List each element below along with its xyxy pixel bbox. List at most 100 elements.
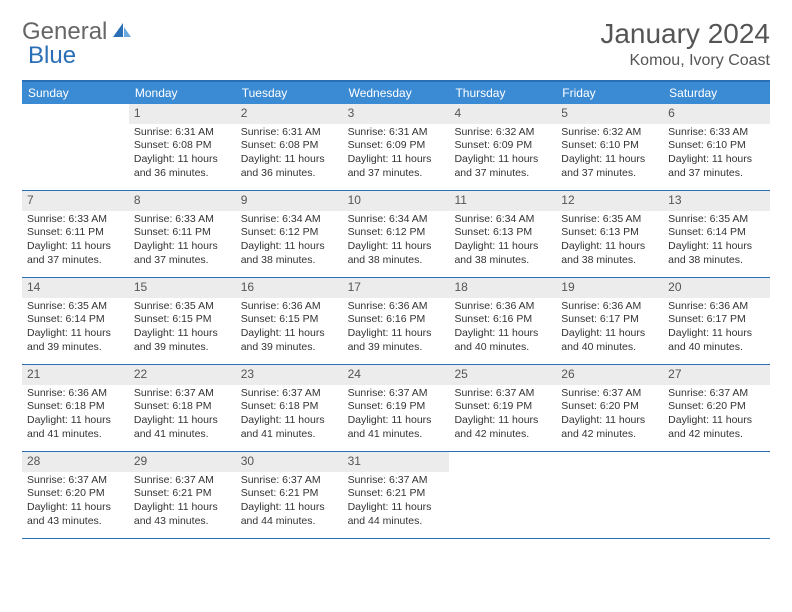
sunrise-text: Sunrise: 6:37 AM	[27, 474, 124, 488]
sunrise-text: Sunrise: 6:31 AM	[134, 126, 231, 140]
daylight-text: Daylight: 11 hours and 38 minutes.	[561, 240, 658, 267]
sunset-text: Sunset: 6:20 PM	[561, 400, 658, 414]
sunset-text: Sunset: 6:21 PM	[134, 487, 231, 501]
day-cell: 15Sunrise: 6:35 AMSunset: 6:15 PMDayligh…	[129, 278, 236, 364]
sunrise-text: Sunrise: 6:35 AM	[134, 300, 231, 314]
day-cell: 18Sunrise: 6:36 AMSunset: 6:16 PMDayligh…	[449, 278, 556, 364]
daylight-text: Daylight: 11 hours and 37 minutes.	[668, 153, 765, 180]
day-cell: 21Sunrise: 6:36 AMSunset: 6:18 PMDayligh…	[22, 365, 129, 451]
sunrise-text: Sunrise: 6:35 AM	[668, 213, 765, 227]
daylight-text: Daylight: 11 hours and 38 minutes.	[668, 240, 765, 267]
day-number: 11	[449, 191, 556, 211]
daylight-text: Daylight: 11 hours and 37 minutes.	[348, 153, 445, 180]
daylight-text: Daylight: 11 hours and 40 minutes.	[668, 327, 765, 354]
day-cell: 6Sunrise: 6:33 AMSunset: 6:10 PMDaylight…	[663, 104, 770, 190]
day-cell: 25Sunrise: 6:37 AMSunset: 6:19 PMDayligh…	[449, 365, 556, 451]
day-cell	[22, 104, 129, 190]
day-body: Sunrise: 6:35 AMSunset: 6:14 PMDaylight:…	[22, 298, 129, 359]
day-number: 23	[236, 365, 343, 385]
day-number: 27	[663, 365, 770, 385]
sunrise-text: Sunrise: 6:32 AM	[561, 126, 658, 140]
sunrise-text: Sunrise: 6:37 AM	[134, 387, 231, 401]
daylight-text: Daylight: 11 hours and 43 minutes.	[134, 501, 231, 528]
day-body: Sunrise: 6:37 AMSunset: 6:18 PMDaylight:…	[236, 385, 343, 446]
day-number: 1	[129, 104, 236, 124]
day-number: 15	[129, 278, 236, 298]
dow-cell: Sunday	[22, 82, 129, 104]
daylight-text: Daylight: 11 hours and 37 minutes.	[27, 240, 124, 267]
day-body: Sunrise: 6:37 AMSunset: 6:19 PMDaylight:…	[343, 385, 450, 446]
sunset-text: Sunset: 6:08 PM	[134, 139, 231, 153]
day-body: Sunrise: 6:31 AMSunset: 6:09 PMDaylight:…	[343, 124, 450, 185]
day-number: 25	[449, 365, 556, 385]
daylight-text: Daylight: 11 hours and 38 minutes.	[454, 240, 551, 267]
week-row: 28Sunrise: 6:37 AMSunset: 6:20 PMDayligh…	[22, 452, 770, 539]
sunset-text: Sunset: 6:09 PM	[348, 139, 445, 153]
day-cell: 14Sunrise: 6:35 AMSunset: 6:14 PMDayligh…	[22, 278, 129, 364]
daylight-text: Daylight: 11 hours and 42 minutes.	[668, 414, 765, 441]
day-cell: 28Sunrise: 6:37 AMSunset: 6:20 PMDayligh…	[22, 452, 129, 538]
day-cell: 20Sunrise: 6:36 AMSunset: 6:17 PMDayligh…	[663, 278, 770, 364]
day-body: Sunrise: 6:34 AMSunset: 6:13 PMDaylight:…	[449, 211, 556, 272]
day-cell: 29Sunrise: 6:37 AMSunset: 6:21 PMDayligh…	[129, 452, 236, 538]
daylight-text: Daylight: 11 hours and 36 minutes.	[241, 153, 338, 180]
sunrise-text: Sunrise: 6:37 AM	[241, 387, 338, 401]
calendar: SundayMondayTuesdayWednesdayThursdayFrid…	[22, 80, 770, 539]
sunrise-text: Sunrise: 6:37 AM	[348, 474, 445, 488]
day-cell: 31Sunrise: 6:37 AMSunset: 6:21 PMDayligh…	[343, 452, 450, 538]
day-cell: 2Sunrise: 6:31 AMSunset: 6:08 PMDaylight…	[236, 104, 343, 190]
sunrise-text: Sunrise: 6:34 AM	[241, 213, 338, 227]
sunrise-text: Sunrise: 6:32 AM	[454, 126, 551, 140]
sunrise-text: Sunrise: 6:36 AM	[454, 300, 551, 314]
sunrise-text: Sunrise: 6:35 AM	[27, 300, 124, 314]
day-number: 24	[343, 365, 450, 385]
day-cell: 3Sunrise: 6:31 AMSunset: 6:09 PMDaylight…	[343, 104, 450, 190]
sunset-text: Sunset: 6:12 PM	[348, 226, 445, 240]
dow-cell: Saturday	[663, 82, 770, 104]
title-block: January 2024 Komou, Ivory Coast	[600, 18, 770, 70]
day-number: 9	[236, 191, 343, 211]
day-number: 6	[663, 104, 770, 124]
sunset-text: Sunset: 6:10 PM	[668, 139, 765, 153]
day-body: Sunrise: 6:37 AMSunset: 6:20 PMDaylight:…	[556, 385, 663, 446]
daylight-text: Daylight: 11 hours and 42 minutes.	[561, 414, 658, 441]
day-cell: 24Sunrise: 6:37 AMSunset: 6:19 PMDayligh…	[343, 365, 450, 451]
day-cell: 13Sunrise: 6:35 AMSunset: 6:14 PMDayligh…	[663, 191, 770, 277]
day-body: Sunrise: 6:35 AMSunset: 6:14 PMDaylight:…	[663, 211, 770, 272]
day-number: 5	[556, 104, 663, 124]
daylight-text: Daylight: 11 hours and 39 minutes.	[241, 327, 338, 354]
dow-cell: Monday	[129, 82, 236, 104]
day-number: 29	[129, 452, 236, 472]
day-cell: 23Sunrise: 6:37 AMSunset: 6:18 PMDayligh…	[236, 365, 343, 451]
daylight-text: Daylight: 11 hours and 36 minutes.	[134, 153, 231, 180]
sunset-text: Sunset: 6:10 PM	[561, 139, 658, 153]
day-number: 31	[343, 452, 450, 472]
header: General January 2024 Komou, Ivory Coast	[22, 18, 770, 70]
day-cell: 10Sunrise: 6:34 AMSunset: 6:12 PMDayligh…	[343, 191, 450, 277]
sunrise-text: Sunrise: 6:31 AM	[241, 126, 338, 140]
sunset-text: Sunset: 6:18 PM	[241, 400, 338, 414]
day-number: 14	[22, 278, 129, 298]
day-number: 4	[449, 104, 556, 124]
day-number: 21	[22, 365, 129, 385]
daylight-text: Daylight: 11 hours and 44 minutes.	[241, 501, 338, 528]
sunset-text: Sunset: 6:17 PM	[668, 313, 765, 327]
day-body: Sunrise: 6:37 AMSunset: 6:20 PMDaylight:…	[22, 472, 129, 533]
sunset-text: Sunset: 6:14 PM	[27, 313, 124, 327]
sunset-text: Sunset: 6:21 PM	[348, 487, 445, 501]
day-cell: 1Sunrise: 6:31 AMSunset: 6:08 PMDaylight…	[129, 104, 236, 190]
daylight-text: Daylight: 11 hours and 40 minutes.	[561, 327, 658, 354]
day-number: 28	[22, 452, 129, 472]
daylight-text: Daylight: 11 hours and 38 minutes.	[241, 240, 338, 267]
dow-cell: Tuesday	[236, 82, 343, 104]
daylight-text: Daylight: 11 hours and 40 minutes.	[454, 327, 551, 354]
sunset-text: Sunset: 6:09 PM	[454, 139, 551, 153]
day-body: Sunrise: 6:37 AMSunset: 6:21 PMDaylight:…	[343, 472, 450, 533]
day-body: Sunrise: 6:31 AMSunset: 6:08 PMDaylight:…	[236, 124, 343, 185]
daylight-text: Daylight: 11 hours and 37 minutes.	[454, 153, 551, 180]
day-body: Sunrise: 6:33 AMSunset: 6:11 PMDaylight:…	[22, 211, 129, 272]
week-row: 1Sunrise: 6:31 AMSunset: 6:08 PMDaylight…	[22, 104, 770, 191]
day-cell: 8Sunrise: 6:33 AMSunset: 6:11 PMDaylight…	[129, 191, 236, 277]
sunrise-text: Sunrise: 6:36 AM	[561, 300, 658, 314]
day-body: Sunrise: 6:31 AMSunset: 6:08 PMDaylight:…	[129, 124, 236, 185]
